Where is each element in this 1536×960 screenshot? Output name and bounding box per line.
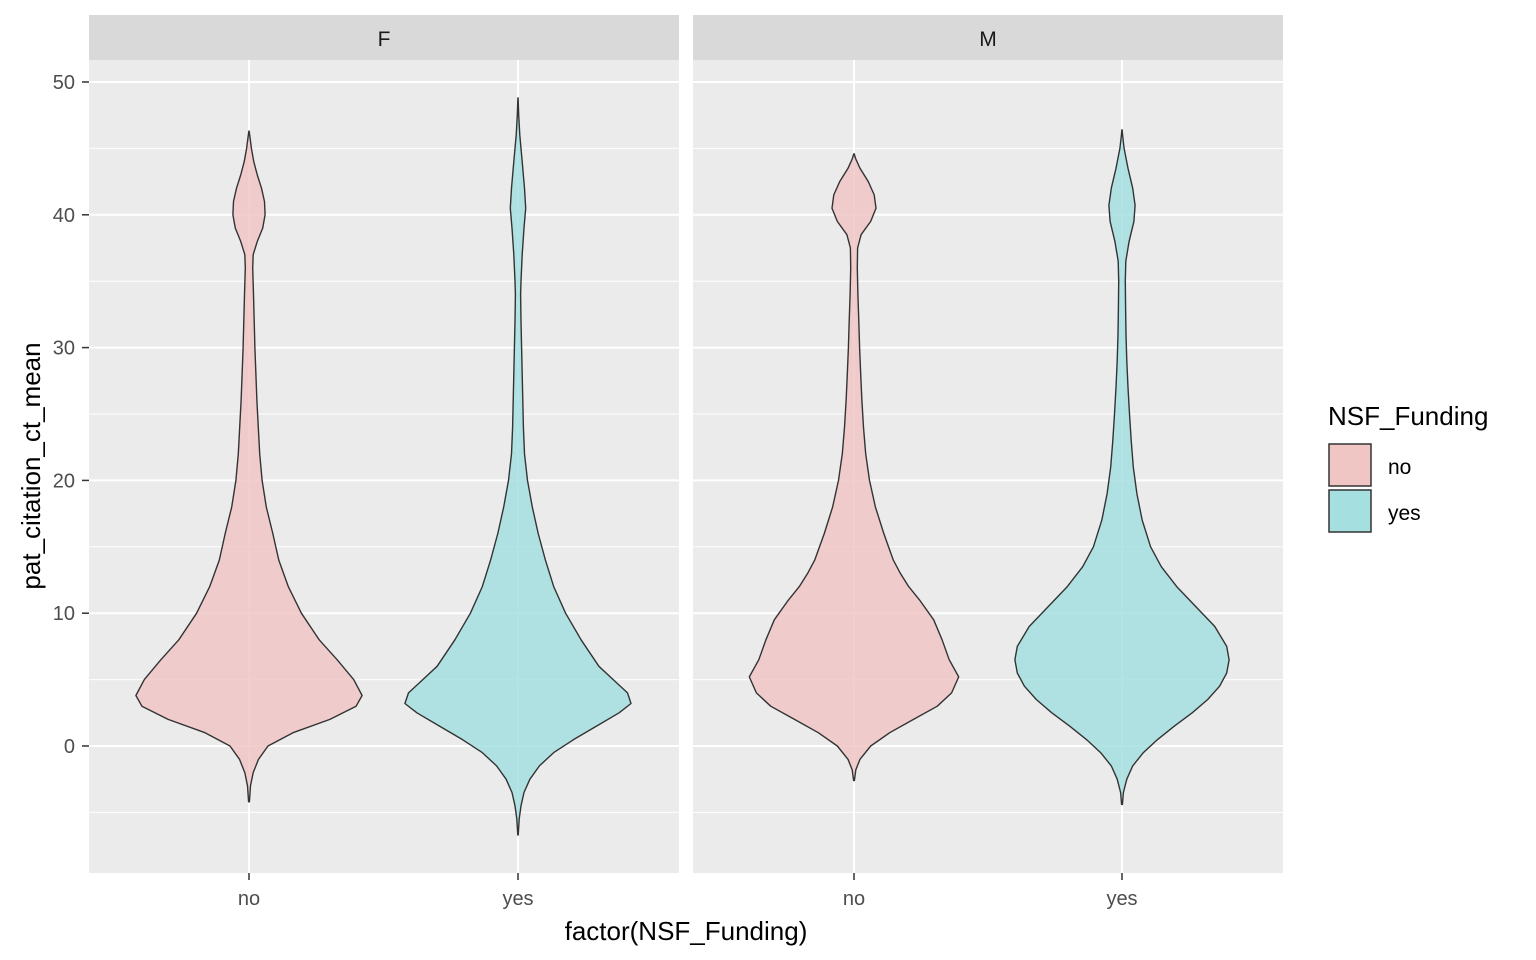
y-tick-label: 0 [64, 736, 75, 758]
legend: NSF_Funding no yes [1328, 401, 1488, 532]
x-axis: no yes no yes [238, 873, 1138, 910]
x-tick-label-F-no: no [238, 888, 260, 910]
y-tick-label: 10 [53, 603, 75, 625]
panel-F [89, 60, 679, 873]
y-tick-label: 40 [53, 205, 75, 227]
legend-key-no [1329, 444, 1371, 486]
strip-label-M: M [979, 28, 997, 51]
panel-M [693, 60, 1283, 873]
y-axis: 0 10 20 30 40 50 [53, 72, 89, 758]
x-tick-label-M-no: no [843, 888, 865, 910]
y-tick-label: 20 [53, 470, 75, 492]
x-axis-title: factor(NSF_Funding) [565, 916, 808, 946]
legend-title: NSF_Funding [1328, 401, 1488, 431]
legend-label-no: no [1388, 456, 1411, 479]
y-tick-label: 30 [53, 338, 75, 360]
x-tick-label-F-yes: yes [502, 888, 533, 910]
y-tick-label: 50 [53, 72, 75, 94]
strip-label-F: F [378, 28, 391, 51]
x-tick-label-M-yes: yes [1106, 888, 1137, 910]
y-axis-title: pat_citation_ct_mean [16, 342, 46, 589]
legend-label-yes: yes [1388, 502, 1421, 525]
legend-key-yes [1329, 490, 1371, 532]
